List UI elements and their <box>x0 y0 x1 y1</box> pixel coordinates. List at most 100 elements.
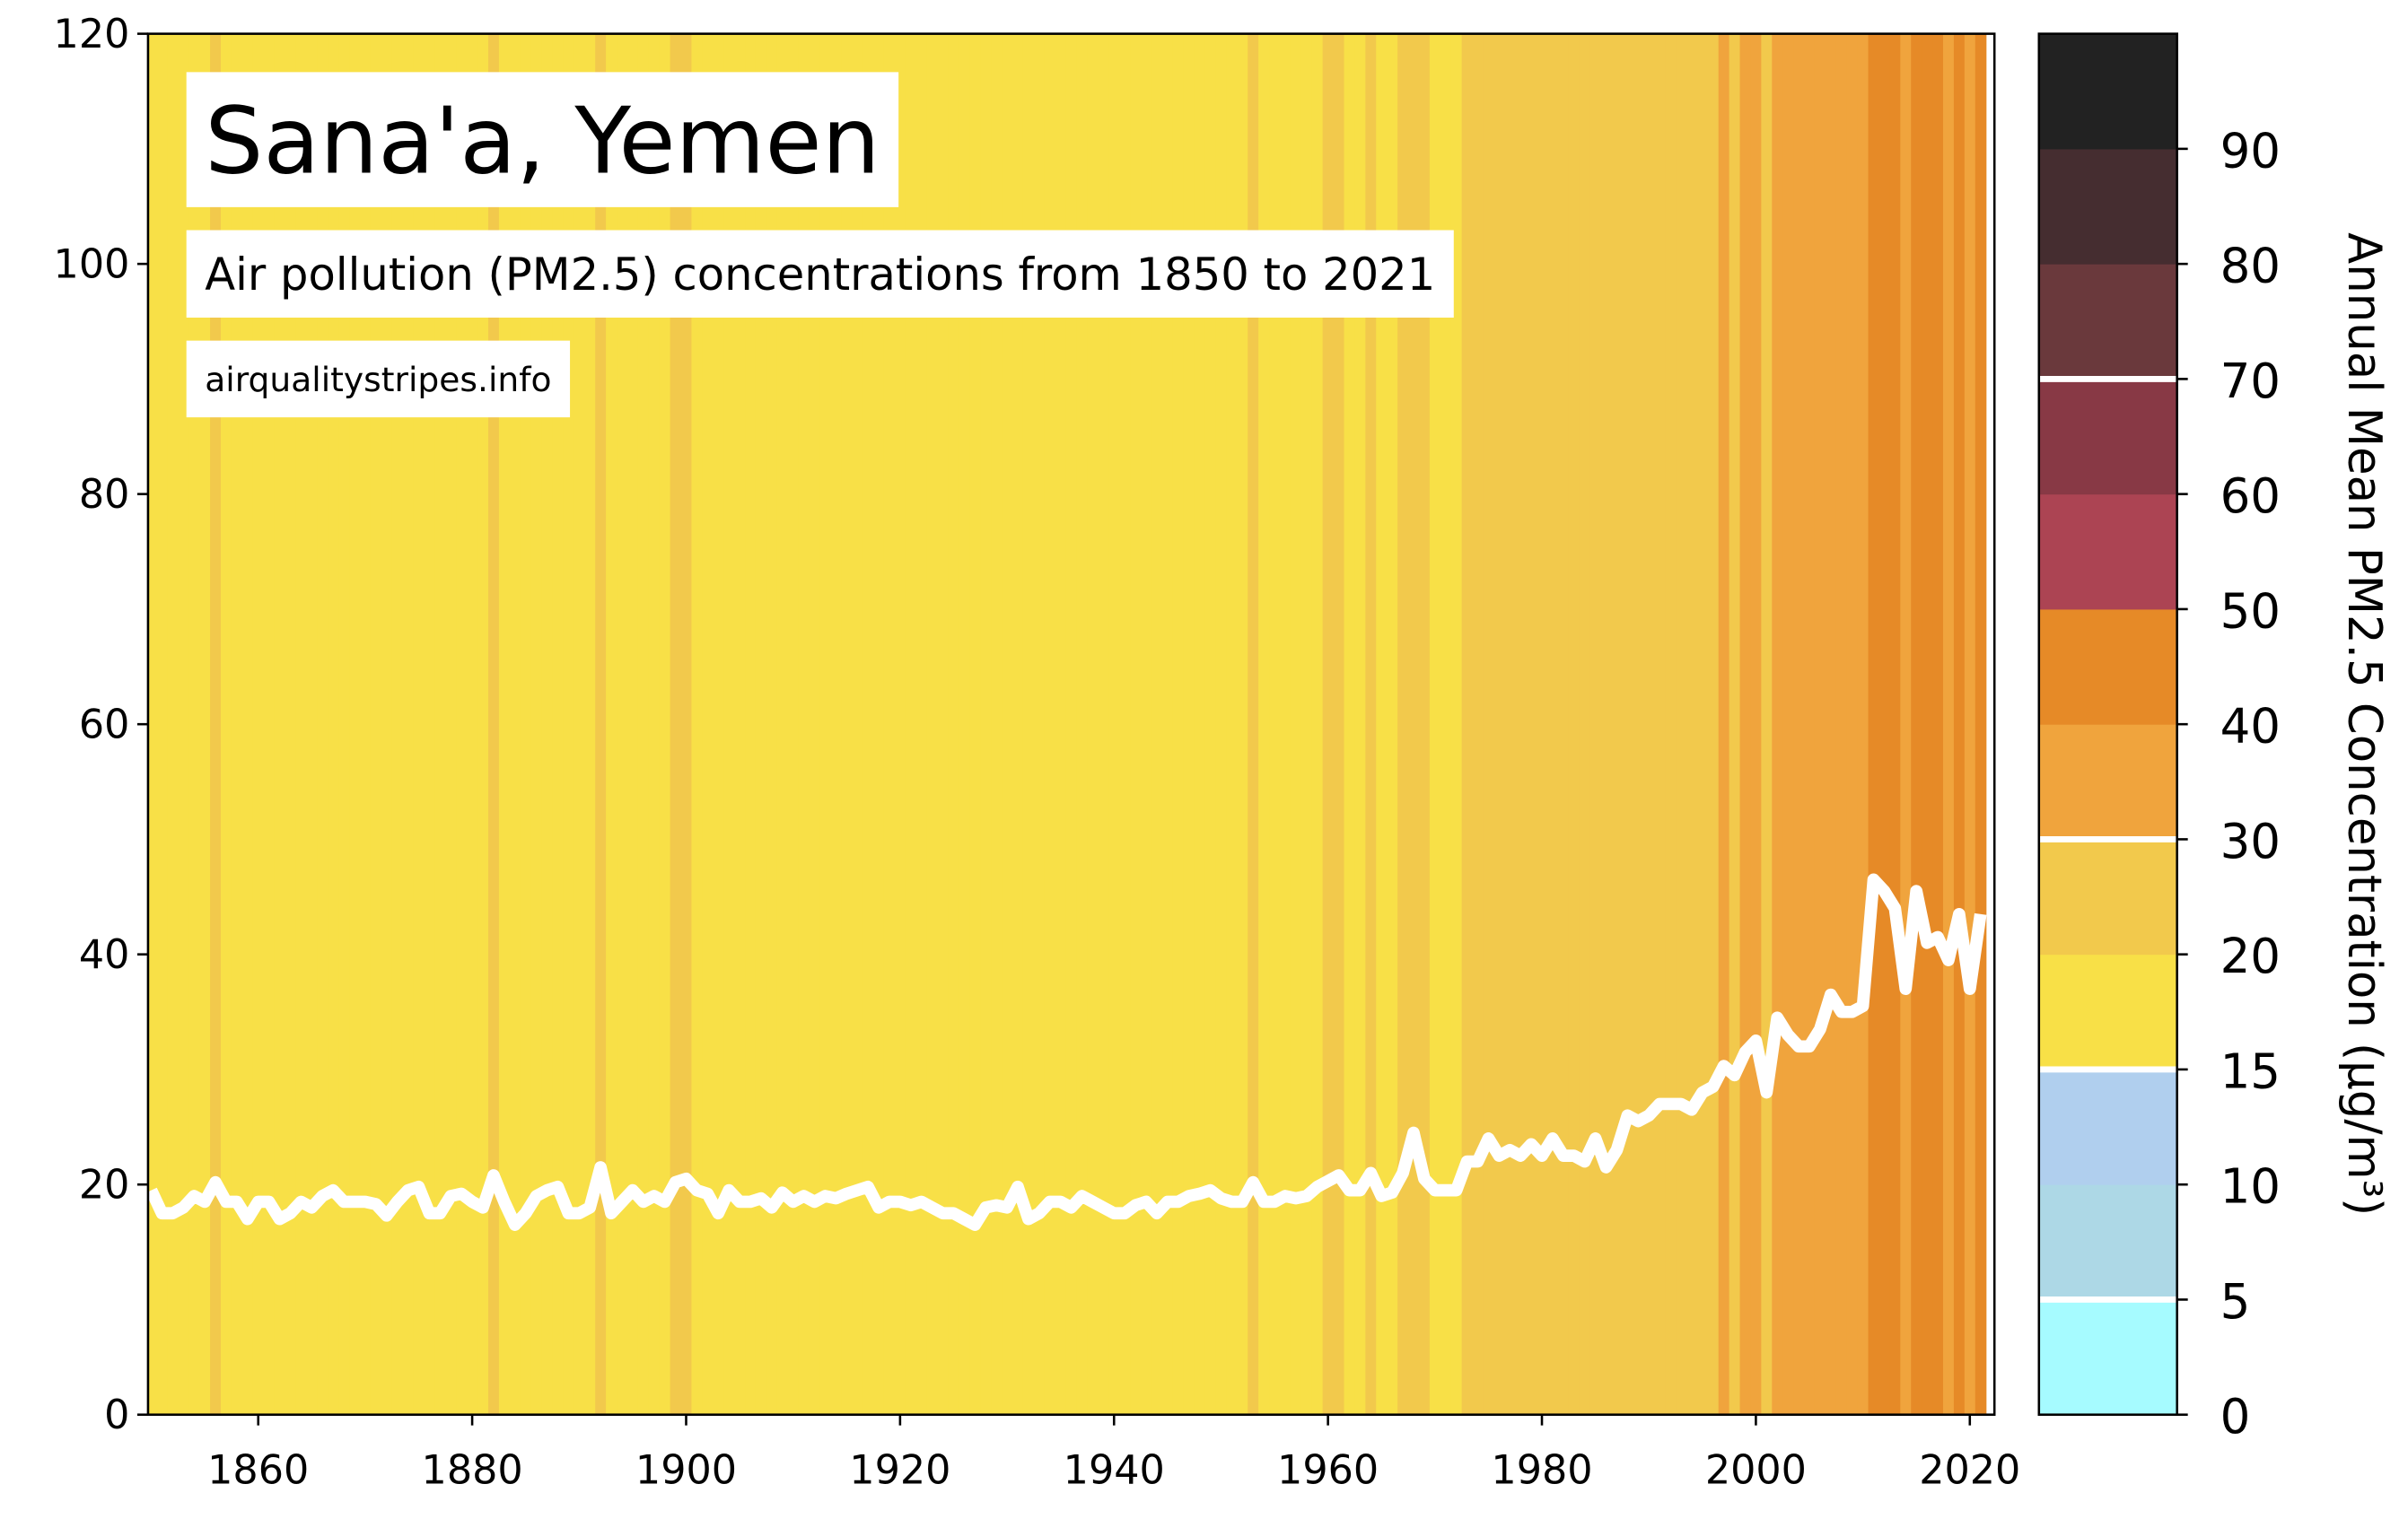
stripe <box>1311 33 1324 1415</box>
stripe <box>637 33 650 1415</box>
stripe <box>1237 33 1248 1415</box>
x-tick-label: 1880 <box>422 1448 523 1494</box>
stripe <box>659 33 671 1415</box>
stripe <box>1055 33 1067 1415</box>
stripe <box>1204 33 1217 1415</box>
stripe <box>1900 33 1912 1415</box>
stripe <box>574 33 585 1415</box>
stripe <box>1333 33 1345 1415</box>
stripe <box>841 33 853 1415</box>
stripe <box>948 33 960 1415</box>
stripe <box>1226 33 1239 1415</box>
stripe <box>723 33 735 1415</box>
stripe <box>1835 33 1848 1415</box>
stripe <box>959 33 971 1415</box>
stripe <box>1344 33 1356 1415</box>
stripe <box>1418 33 1431 1415</box>
stripe <box>1161 33 1174 1415</box>
y-tick-label: 40 <box>79 932 130 978</box>
y-tick-label: 0 <box>104 1392 129 1438</box>
colorbar-bin <box>2038 839 2177 956</box>
y-tick-label: 100 <box>54 242 130 288</box>
stripe <box>863 33 874 1415</box>
stripe <box>670 33 682 1415</box>
x-tick-label: 1860 <box>207 1448 309 1494</box>
stripe <box>606 33 617 1415</box>
y-tick-label: 120 <box>54 12 130 57</box>
stripe <box>1483 33 1495 1415</box>
stripe <box>626 33 639 1415</box>
stripe <box>915 33 928 1415</box>
stripe <box>1814 33 1826 1415</box>
stripe <box>1975 33 1987 1415</box>
stripe <box>1600 33 1613 1415</box>
stripe <box>156 33 169 1415</box>
colorbar-bin <box>2038 954 2177 1070</box>
stripe <box>980 33 992 1415</box>
stripe <box>1461 33 1474 1415</box>
stripe <box>1718 33 1730 1415</box>
stripe <box>926 33 939 1415</box>
stripe <box>1033 33 1046 1415</box>
y-tick-label: 60 <box>79 703 130 748</box>
stripe <box>1065 33 1078 1415</box>
stripe <box>1568 33 1581 1415</box>
stripe <box>691 33 704 1415</box>
stripe <box>755 33 767 1415</box>
colorbar-bin <box>2038 1299 2177 1416</box>
stripe <box>1151 33 1163 1415</box>
stripe <box>1696 33 1709 1415</box>
stripe <box>1130 33 1142 1415</box>
stripe <box>1098 33 1109 1415</box>
stripe <box>809 33 821 1415</box>
stripe <box>852 33 863 1415</box>
stripe <box>991 33 1003 1415</box>
stripe <box>1450 33 1463 1415</box>
stripe <box>1537 33 1548 1415</box>
y-tick-label: 80 <box>79 472 130 518</box>
colorbar-tick-label: 90 <box>2220 123 2281 179</box>
stripe <box>648 33 661 1415</box>
stripe <box>1280 33 1292 1415</box>
stripe <box>1857 33 1869 1415</box>
stripe <box>680 33 693 1415</box>
x-tick-label: 2000 <box>1705 1448 1807 1494</box>
stripe <box>1515 33 1527 1415</box>
source-box <box>186 340 571 418</box>
colorbar-tick-label: 15 <box>2220 1043 2281 1099</box>
colorbar-tick-label: 40 <box>2220 699 2281 755</box>
stripe <box>905 33 917 1415</box>
stripe <box>1472 33 1484 1415</box>
x-tick-label: 1920 <box>849 1448 950 1494</box>
stripe <box>734 33 746 1415</box>
stripe <box>1761 33 1773 1415</box>
stripe <box>766 33 778 1415</box>
stripe <box>1376 33 1388 1415</box>
stripe <box>1002 33 1013 1415</box>
chart-title: Sana'a, Yemen <box>205 89 880 196</box>
stripe <box>1183 33 1195 1415</box>
colorbar-bin <box>2038 1069 2177 1185</box>
stripe <box>167 33 180 1415</box>
stripe <box>1087 33 1099 1415</box>
stripe <box>1579 33 1591 1415</box>
stripe <box>1365 33 1377 1415</box>
stripe <box>969 33 981 1415</box>
stripe <box>1290 33 1302 1415</box>
stripe <box>1215 33 1228 1415</box>
stripe <box>1654 33 1666 1415</box>
stripe <box>1044 33 1056 1415</box>
stripe <box>1440 33 1452 1415</box>
stripe <box>1300 33 1313 1415</box>
stripe <box>819 33 832 1415</box>
stripe <box>1953 33 1966 1415</box>
colorbar-tick-label: 10 <box>2220 1159 2281 1215</box>
stripe <box>1397 33 1409 1415</box>
stripe <box>937 33 950 1415</box>
stripe <box>1911 33 1922 1415</box>
colorbar-bin <box>2038 608 2177 725</box>
chart-subtitle: Air pollution (PM2.5) concentrations fro… <box>205 249 1435 301</box>
colorbar-bin <box>2038 724 2177 840</box>
